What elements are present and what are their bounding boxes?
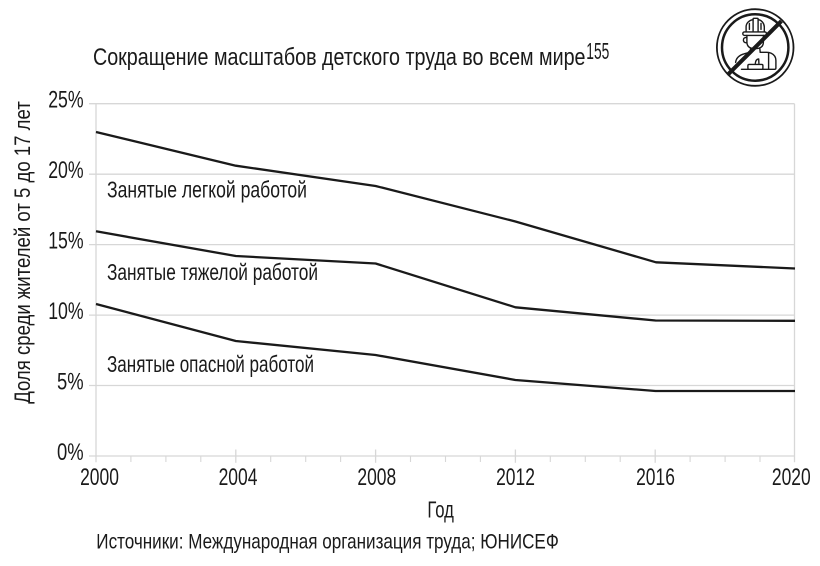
svg-text:2016: 2016 — [636, 464, 675, 491]
svg-text:Год: Год — [427, 497, 454, 523]
svg-text:2012: 2012 — [496, 464, 535, 491]
svg-text:15%: 15% — [48, 227, 83, 254]
svg-text:20%: 20% — [48, 157, 83, 184]
svg-text:Доля среди жителей от 5 до 17: Доля среди жителей от 5 до 17 лет — [10, 101, 35, 404]
svg-text:Сокращение масштабов детского: Сокращение масштабов детского труда во в… — [93, 44, 586, 71]
svg-text:Занятые легкой работой: Занятые легкой работой — [107, 176, 307, 202]
svg-text:Источники: Международная орган: Источники: Международная организация тру… — [96, 531, 559, 554]
svg-text:10%: 10% — [48, 298, 83, 325]
svg-text:Занятые тяжелой работой: Занятые тяжелой работой — [107, 259, 318, 285]
svg-text:2020: 2020 — [772, 464, 811, 491]
svg-text:0%: 0% — [57, 439, 84, 466]
svg-text:Занятые опасной работой: Занятые опасной работой — [107, 351, 314, 377]
svg-text:5%: 5% — [57, 368, 84, 395]
svg-text:2004: 2004 — [219, 464, 258, 491]
svg-text:25%: 25% — [48, 87, 83, 114]
svg-text:155: 155 — [586, 38, 609, 64]
svg-text:2000: 2000 — [80, 464, 119, 491]
svg-text:2008: 2008 — [357, 464, 396, 491]
